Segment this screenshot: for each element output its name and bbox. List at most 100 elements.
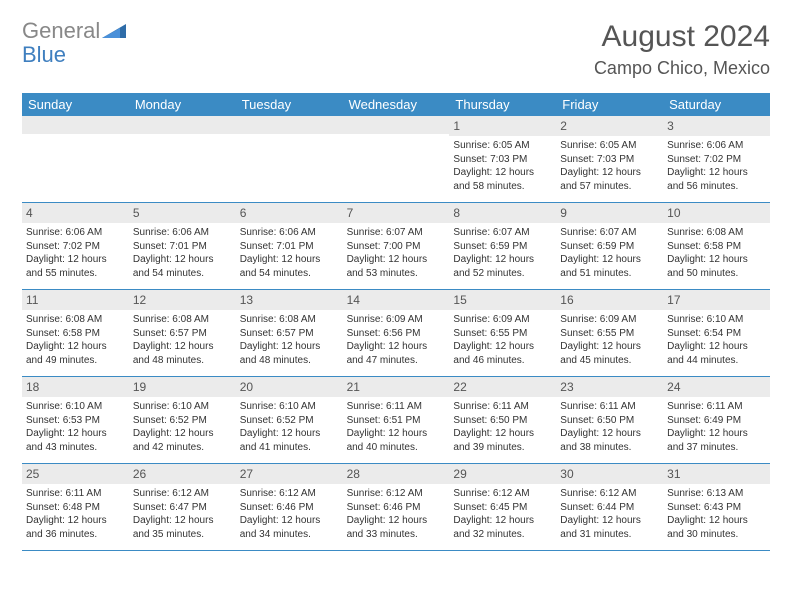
sunrise-text: Sunrise: 6:10 AM bbox=[667, 313, 766, 327]
empty-day-cell bbox=[343, 116, 450, 202]
sunrise-text: Sunrise: 6:08 AM bbox=[240, 313, 339, 327]
sunrise-text: Sunrise: 6:11 AM bbox=[347, 400, 446, 414]
day-number: 21 bbox=[343, 377, 450, 397]
sunrise-text: Sunrise: 6:09 AM bbox=[453, 313, 552, 327]
daylight-text: Daylight: 12 hours and 49 minutes. bbox=[26, 340, 125, 367]
daylight-text: Daylight: 12 hours and 38 minutes. bbox=[560, 427, 659, 454]
sunrise-text: Sunrise: 6:06 AM bbox=[240, 226, 339, 240]
day-cell: 26Sunrise: 6:12 AMSunset: 6:47 PMDayligh… bbox=[129, 464, 236, 550]
weekday-header-cell: Thursday bbox=[449, 93, 556, 116]
day-number: 28 bbox=[343, 464, 450, 484]
sunrise-text: Sunrise: 6:07 AM bbox=[560, 226, 659, 240]
day-number: 1 bbox=[449, 116, 556, 136]
page-header: General August 2024 Campo Chico, Mexico bbox=[22, 20, 770, 79]
sunrise-text: Sunrise: 6:12 AM bbox=[453, 487, 552, 501]
day-cell: 14Sunrise: 6:09 AMSunset: 6:56 PMDayligh… bbox=[343, 290, 450, 376]
weekday-header-cell: Tuesday bbox=[236, 93, 343, 116]
logo-text-blue: Blue bbox=[22, 42, 66, 67]
day-number: 16 bbox=[556, 290, 663, 310]
sunrise-text: Sunrise: 6:05 AM bbox=[453, 139, 552, 153]
day-number: 4 bbox=[22, 203, 129, 223]
day-number: 10 bbox=[663, 203, 770, 223]
weekday-header-row: SundayMondayTuesdayWednesdayThursdayFrid… bbox=[22, 93, 770, 116]
day-number: 13 bbox=[236, 290, 343, 310]
day-number: 18 bbox=[22, 377, 129, 397]
daylight-text: Daylight: 12 hours and 50 minutes. bbox=[667, 253, 766, 280]
location-label: Campo Chico, Mexico bbox=[594, 58, 770, 79]
week-row: 4Sunrise: 6:06 AMSunset: 7:02 PMDaylight… bbox=[22, 203, 770, 290]
day-cell: 7Sunrise: 6:07 AMSunset: 7:00 PMDaylight… bbox=[343, 203, 450, 289]
sunset-text: Sunset: 6:46 PM bbox=[347, 501, 446, 515]
daylight-text: Daylight: 12 hours and 56 minutes. bbox=[667, 166, 766, 193]
day-number bbox=[343, 116, 450, 134]
sunrise-text: Sunrise: 6:06 AM bbox=[26, 226, 125, 240]
page-title: August 2024 bbox=[594, 20, 770, 54]
sunrise-text: Sunrise: 6:08 AM bbox=[133, 313, 232, 327]
day-number: 27 bbox=[236, 464, 343, 484]
day-cell: 8Sunrise: 6:07 AMSunset: 6:59 PMDaylight… bbox=[449, 203, 556, 289]
sunset-text: Sunset: 6:50 PM bbox=[453, 414, 552, 428]
day-cell: 18 Sunrise: 6:10 AMSunset: 6:53 PMDayligh… bbox=[22, 377, 129, 463]
day-number: 7 bbox=[343, 203, 450, 223]
sunset-text: Sunset: 6:51 PM bbox=[347, 414, 446, 428]
week-row: 1 Sunrise: 6:05 AMSunset: 7:03 PM Daylight… bbox=[22, 116, 770, 203]
day-cell: 30Sunrise: 6:12 AMSunset: 6:44 PMDayligh… bbox=[556, 464, 663, 550]
day-number bbox=[129, 116, 236, 134]
day-cell: 19Sunrise: 6:10 AMSunset: 6:52 PMDayligh… bbox=[129, 377, 236, 463]
sunset-text: Sunset: 6:52 PM bbox=[240, 414, 339, 428]
sunrise-text: Sunrise: 6:12 AM bbox=[560, 487, 659, 501]
sunset-text: Sunset: 6:43 PM bbox=[667, 501, 766, 515]
sunrise-text: Sunrise: 6:13 AM bbox=[667, 487, 766, 501]
day-cell: 10Sunrise: 6:08 AMSunset: 6:58 PMDayligh… bbox=[663, 203, 770, 289]
daylight-text: Daylight: 12 hours and 48 minutes. bbox=[133, 340, 232, 367]
sunset-text: Sunset: 6:50 PM bbox=[560, 414, 659, 428]
sunset-text: Sunset: 7:03 PM bbox=[453, 153, 552, 167]
sunset-text: Sunset: 6:49 PM bbox=[667, 414, 766, 428]
week-row: 11Sunrise: 6:08 AMSunset: 6:58 PMDayligh… bbox=[22, 290, 770, 377]
sunrise-text: Sunrise: 6:10 AM bbox=[26, 400, 125, 414]
day-number bbox=[22, 116, 129, 134]
sunset-text: Sunset: 6:57 PM bbox=[133, 327, 232, 341]
day-number: 12 bbox=[129, 290, 236, 310]
daylight-text: Daylight: 12 hours and 33 minutes. bbox=[347, 514, 446, 541]
day-cell: 21Sunrise: 6:11 AMSunset: 6:51 PMDayligh… bbox=[343, 377, 450, 463]
sunset-text: Sunset: 7:00 PM bbox=[347, 240, 446, 254]
daylight-text: Daylight: 12 hours and 57 minutes. bbox=[560, 166, 659, 193]
day-number bbox=[236, 116, 343, 134]
daylight-text: Daylight: 12 hours and 34 minutes. bbox=[240, 514, 339, 541]
sunset-text: Sunset: 6:46 PM bbox=[240, 501, 339, 515]
day-cell: 1Sunrise: 6:05 AMSunset: 7:03 PMDaylight… bbox=[449, 116, 556, 202]
sunset-text: Sunset: 6:53 PM bbox=[26, 414, 125, 428]
sunrise-text: Sunrise: 6:10 AM bbox=[133, 400, 232, 414]
daylight-text: Daylight: 12 hours and 32 minutes. bbox=[453, 514, 552, 541]
calendar-table: SundayMondayTuesdayWednesdayThursdayFrid… bbox=[22, 93, 770, 551]
daylight-text: Daylight: 12 hours and 35 minutes. bbox=[133, 514, 232, 541]
day-number: 29 bbox=[449, 464, 556, 484]
day-number: 3 bbox=[663, 116, 770, 136]
daylight-text: Daylight: 12 hours and 42 minutes. bbox=[133, 427, 232, 454]
daylight-text: Daylight: 12 hours and 43 minutes. bbox=[26, 427, 125, 454]
day-cell: 5Sunrise: 6:06 AMSunset: 7:01 PMDaylight… bbox=[129, 203, 236, 289]
day-number: 11 bbox=[22, 290, 129, 310]
daylight-text: Daylight: 12 hours and 51 minutes. bbox=[560, 253, 659, 280]
sunset-text: Sunset: 6:55 PM bbox=[560, 327, 659, 341]
day-cell: 25Sunrise: 6:11 AMSunset: 6:48 PMDayligh… bbox=[22, 464, 129, 550]
sunset-text: Sunset: 6:45 PM bbox=[453, 501, 552, 515]
day-cell: 22Sunrise: 6:11 AMSunset: 6:50 PMDayligh… bbox=[449, 377, 556, 463]
weekday-header-cell: Saturday bbox=[663, 93, 770, 116]
day-cell: 23Sunrise: 6:11 AMSunset: 6:50 PMDayligh… bbox=[556, 377, 663, 463]
sunset-text: Sunset: 6:55 PM bbox=[453, 327, 552, 341]
day-number: 31 bbox=[663, 464, 770, 484]
sunrise-text: Sunrise: 6:06 AM bbox=[667, 139, 766, 153]
day-cell: 11Sunrise: 6:08 AMSunset: 6:58 PMDayligh… bbox=[22, 290, 129, 376]
logo-triangle-icon bbox=[102, 20, 126, 42]
sunrise-text: Sunrise: 6:11 AM bbox=[26, 487, 125, 501]
sunset-text: Sunset: 6:56 PM bbox=[347, 327, 446, 341]
title-block: August 2024 Campo Chico, Mexico bbox=[594, 20, 770, 79]
day-cell: 2Sunrise: 6:05 AMSunset: 7:03 PMDaylight… bbox=[556, 116, 663, 202]
sunset-text: Sunset: 6:59 PM bbox=[560, 240, 659, 254]
week-row: 18Sunrise: 6:10 AMSunset: 6:53 PMDayligh… bbox=[22, 377, 770, 464]
sunrise-text: Sunrise: 6:08 AM bbox=[26, 313, 125, 327]
day-cell: 24Sunrise: 6:11 AMSunset: 6:49 PMDayligh… bbox=[663, 377, 770, 463]
daylight-text: Daylight: 12 hours and 54 minutes. bbox=[133, 253, 232, 280]
